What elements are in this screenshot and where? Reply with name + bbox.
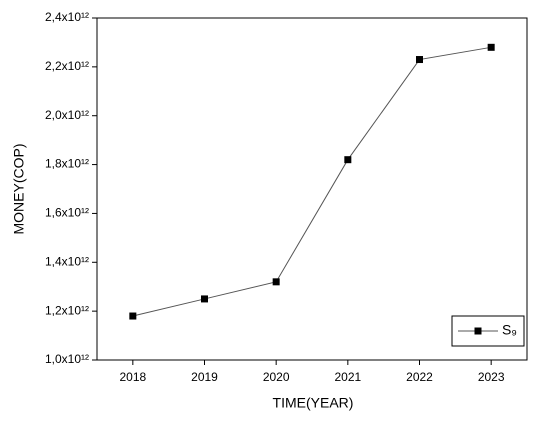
- data-point: [272, 278, 280, 286]
- x-tick-label: 2022: [406, 370, 433, 384]
- y-tick-label: 1,0x10¹²: [45, 352, 89, 366]
- legend-marker: [474, 327, 482, 335]
- y-tick-label: 1,4x10¹²: [45, 254, 89, 268]
- y-tick-label: 1,2x10¹²: [45, 303, 89, 317]
- x-tick-label: 2019: [191, 370, 218, 384]
- data-point: [416, 56, 423, 64]
- legend-label: S₉: [502, 322, 517, 338]
- y-tick-label: 2,2x10¹²: [45, 59, 89, 73]
- data-point: [487, 43, 495, 51]
- y-tick-label: 2,0x10¹²: [45, 108, 89, 122]
- y-tick-label: 1,8x10¹²: [45, 157, 89, 171]
- plot-frame: [96, 17, 528, 361]
- x-tick-label: 2020: [263, 370, 290, 384]
- data-point: [201, 295, 208, 303]
- data-point: [344, 156, 352, 164]
- y-axis-label: MONEY(COP): [11, 144, 27, 235]
- x-tick-label: 2018: [119, 370, 146, 384]
- x-tick-label: 2021: [334, 370, 361, 384]
- y-tick-label: 1,6x10¹²: [45, 206, 89, 220]
- y-tick-label: 2,4x10¹²: [45, 10, 89, 24]
- data-point: [129, 312, 137, 320]
- series-line: [132, 46, 492, 317]
- x-axis-label: TIME(YEAR): [273, 395, 354, 411]
- x-tick-label: 2023: [478, 370, 505, 384]
